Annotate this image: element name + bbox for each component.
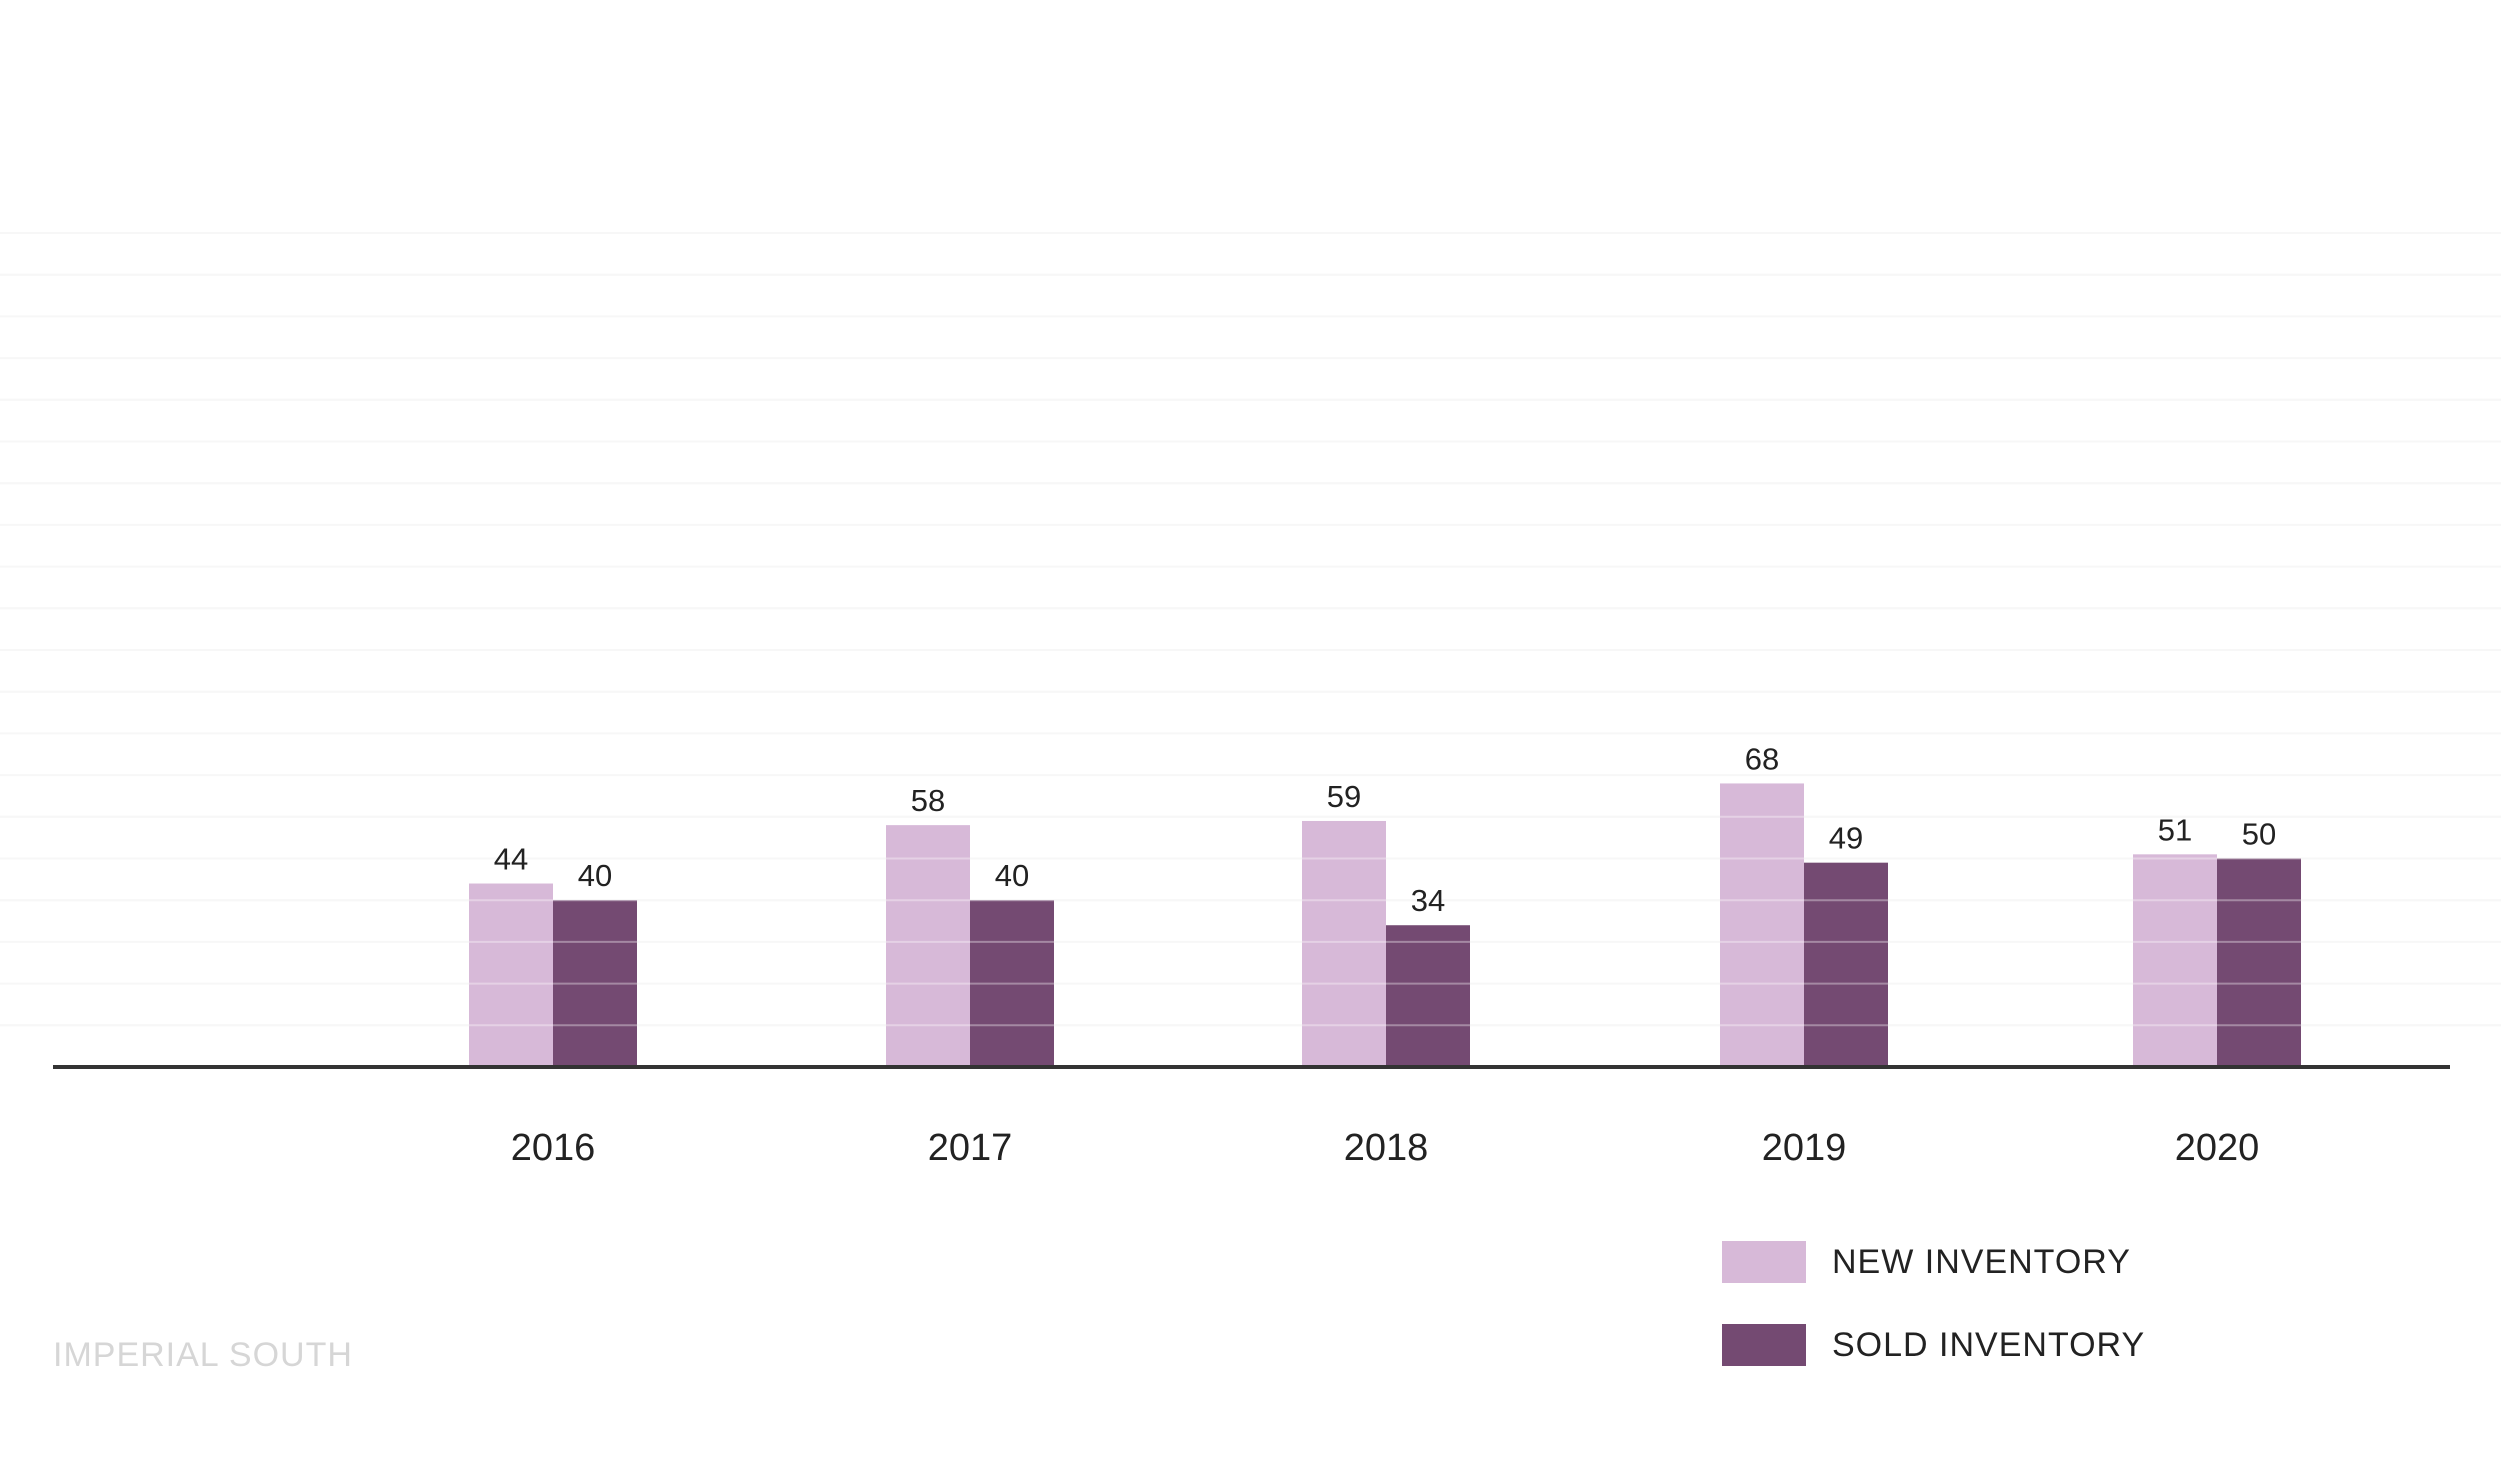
x-tick-label-2017: 2017 [928, 1127, 1013, 1169]
legend-item-sold: SOLD INVENTORY [1722, 1323, 2145, 1367]
bar-new-2019 [1720, 783, 1804, 1067]
x-tick-label-2018: 2018 [1344, 1127, 1429, 1169]
bar-sold-2020 [2217, 858, 2301, 1067]
data-label-new-2018: 59 [1327, 779, 1361, 814]
gridlines [0, 232, 2501, 1027]
data-label-new-2019: 68 [1745, 741, 1779, 776]
bar-new-2016 [469, 883, 553, 1067]
data-label-sold-2019: 49 [1829, 821, 1863, 856]
legend-swatch-new [1722, 1241, 1806, 1283]
legend-label-new: NEW INVENTORY [1832, 1242, 2131, 1281]
bar-sold-2019 [1804, 862, 1888, 1067]
footer-label: IMPERIAL SOUTH [53, 1336, 353, 1374]
data-label-sold-2018: 34 [1411, 883, 1445, 918]
legend-swatch-sold [1722, 1324, 1806, 1366]
data-label-new-2016: 44 [494, 842, 528, 877]
legend: NEW INVENTORY SOLD INVENTORY [1722, 1240, 2145, 1406]
bar-new-2017 [886, 825, 970, 1067]
bar-new-2018 [1302, 820, 1386, 1067]
data-labels-group: 44 58 59 68 51 40 40 34 49 50 [494, 741, 2276, 918]
bars-group [0, 232, 2501, 1067]
bar-sold-2018 [1386, 925, 1470, 1067]
bar-new-2020 [2133, 854, 2217, 1067]
data-label-new-2020: 51 [2158, 812, 2192, 847]
x-tick-label-2020: 2020 [2175, 1127, 2260, 1169]
data-label-new-2017: 58 [911, 783, 945, 818]
x-tick-labels: 2016 2017 2018 2019 2020 [511, 1127, 2260, 1169]
data-label-sold-2016: 40 [578, 858, 612, 893]
bar-sold-2017 [970, 900, 1054, 1067]
x-tick-label-2016: 2016 [511, 1127, 596, 1169]
legend-label-sold: SOLD INVENTORY [1832, 1325, 2146, 1364]
legend-item-new: NEW INVENTORY [1722, 1240, 2145, 1284]
data-label-sold-2017: 40 [995, 858, 1029, 893]
bar-sold-2016 [553, 900, 637, 1067]
x-tick-label-2019: 2019 [1762, 1127, 1847, 1169]
data-label-sold-2020: 50 [2242, 817, 2276, 852]
